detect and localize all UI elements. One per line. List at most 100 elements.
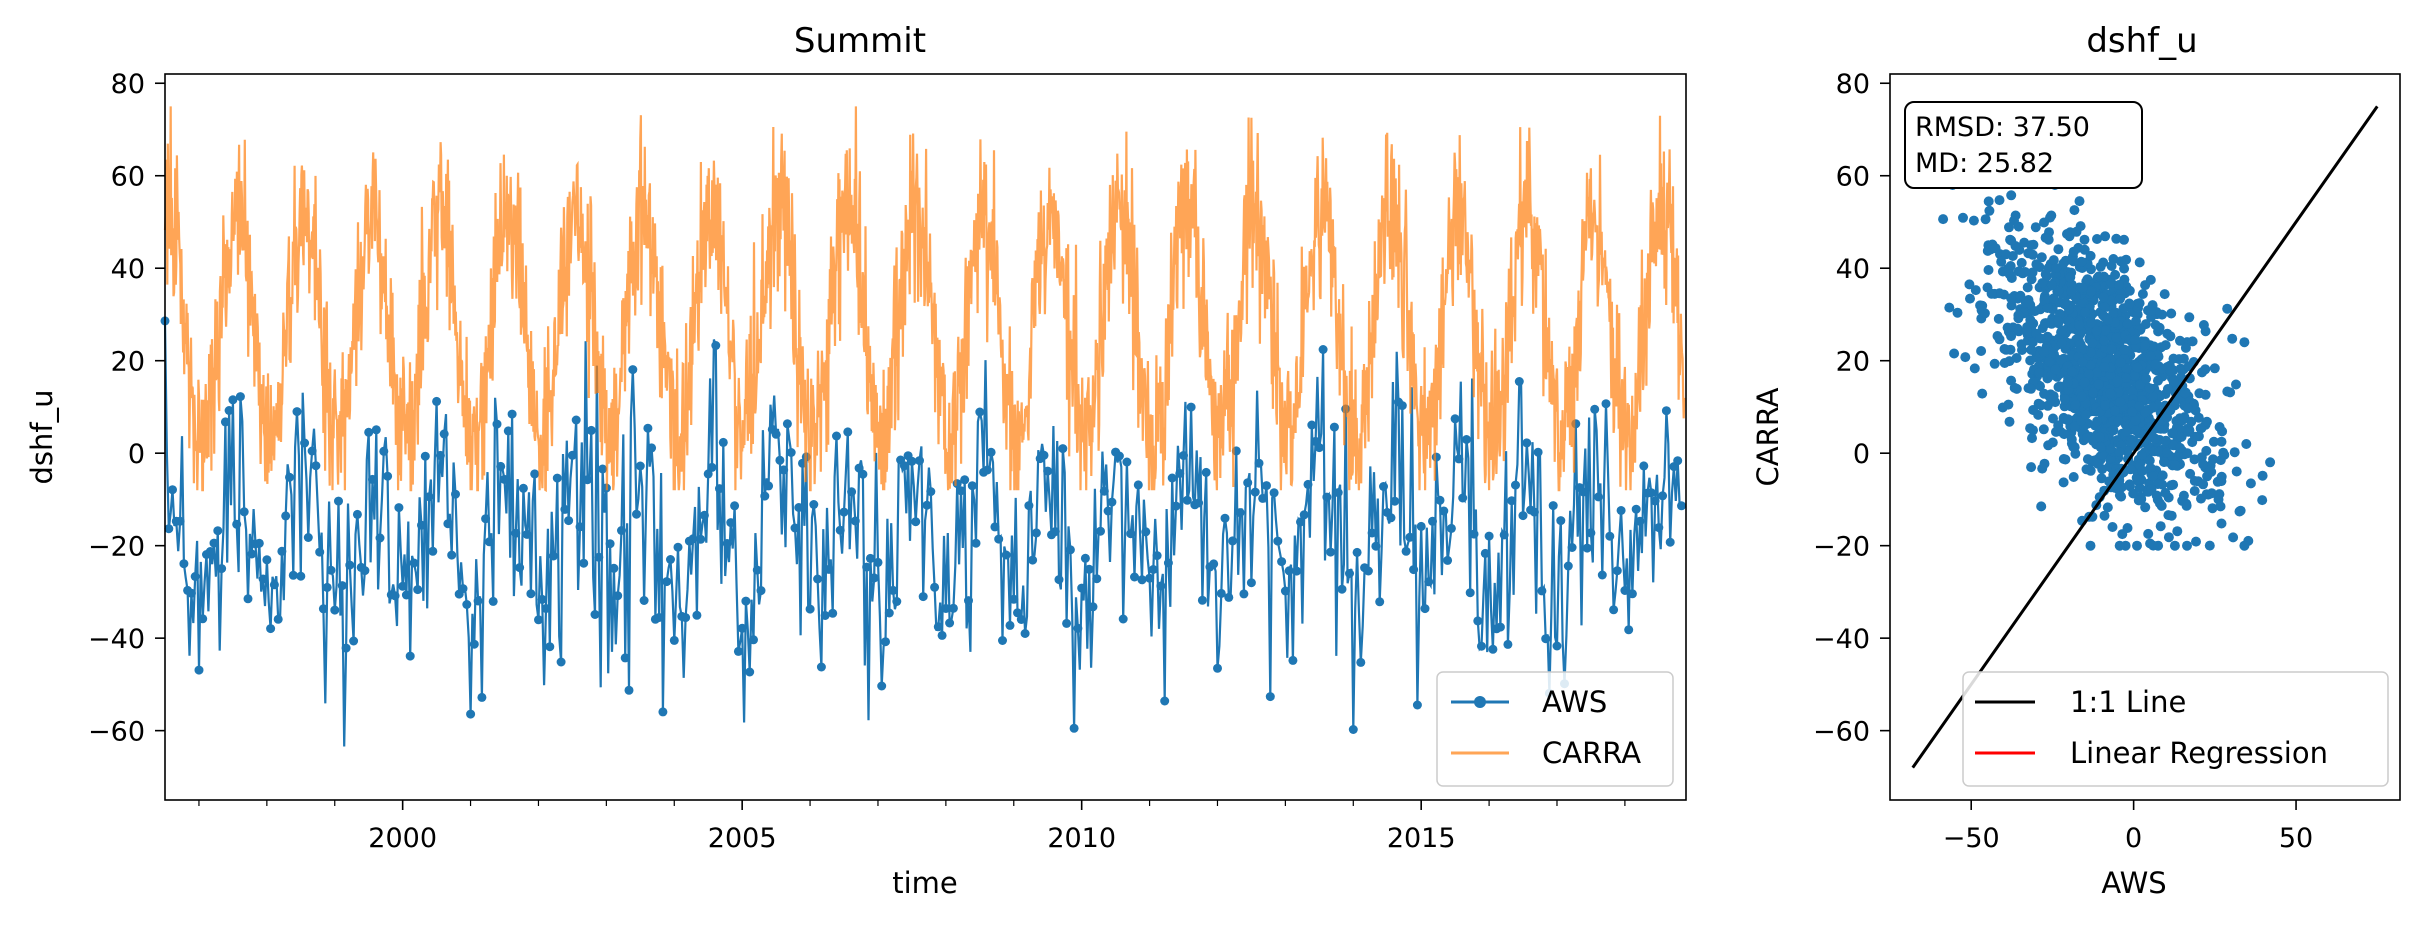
scatter-point bbox=[1979, 308, 1990, 319]
aws-point bbox=[1379, 482, 1388, 491]
scatter-point bbox=[2015, 290, 2026, 301]
scatter-point bbox=[2146, 305, 2156, 316]
aws-point bbox=[590, 610, 600, 619]
aws-point bbox=[168, 485, 177, 495]
scatter-point bbox=[1989, 358, 2000, 369]
aws-point bbox=[1594, 492, 1603, 502]
scatter-point bbox=[1986, 288, 1997, 299]
scatter-point bbox=[2168, 376, 2179, 387]
scatter-point bbox=[2027, 249, 2038, 260]
aws-point bbox=[311, 461, 321, 471]
aws-point bbox=[628, 365, 638, 375]
aws-point bbox=[843, 427, 853, 437]
scatter-point bbox=[1949, 348, 1960, 359]
aws-point bbox=[847, 487, 857, 497]
scatter-point bbox=[2080, 307, 2091, 318]
aws-point bbox=[1609, 605, 1619, 615]
aws-point bbox=[948, 603, 958, 613]
scatter-point bbox=[2099, 510, 2110, 521]
aws-point bbox=[1556, 516, 1566, 526]
scatter-point bbox=[2105, 443, 2116, 454]
aws-point bbox=[1262, 481, 1271, 491]
aws-point bbox=[850, 516, 860, 526]
scatter-point bbox=[2079, 377, 2090, 388]
aws-point bbox=[1624, 625, 1634, 635]
left-legend: AWS CARRA bbox=[1436, 671, 1674, 787]
aws-point bbox=[345, 560, 355, 570]
aws-point bbox=[285, 472, 294, 482]
aws-point bbox=[1220, 513, 1230, 523]
scatter-point bbox=[2071, 226, 2082, 237]
scatter-point bbox=[1938, 214, 1949, 225]
aws-point bbox=[432, 396, 442, 406]
aws-point bbox=[1412, 700, 1422, 710]
scatter-point bbox=[2145, 351, 2156, 361]
scatter-point bbox=[2093, 379, 2104, 390]
scatter-point bbox=[2088, 387, 2099, 398]
scatter-point bbox=[2160, 487, 2171, 498]
aws-point bbox=[639, 596, 649, 605]
aws-point bbox=[462, 600, 472, 609]
scatter-point bbox=[1984, 205, 1995, 216]
scatter-point bbox=[2095, 442, 2106, 453]
scatter-point bbox=[2241, 439, 2252, 449]
scatter-point bbox=[2026, 344, 2037, 355]
left-y-tick-label: 0 bbox=[128, 439, 145, 470]
scatter-point bbox=[2152, 349, 2163, 360]
scatter-point bbox=[1952, 307, 1963, 318]
aws-point bbox=[296, 571, 306, 581]
aws-point bbox=[643, 423, 653, 433]
aws-point bbox=[1322, 492, 1332, 502]
aws-point bbox=[1333, 488, 1343, 498]
scatter-point bbox=[2066, 286, 2077, 297]
aws-point bbox=[220, 417, 230, 427]
right-x-tick-label: 0 bbox=[2125, 823, 2142, 854]
aws-point bbox=[1092, 574, 1102, 584]
right-x-tick-label: −50 bbox=[1943, 823, 2000, 854]
aws-point bbox=[1435, 495, 1445, 505]
scatter-point bbox=[1965, 293, 1975, 304]
scatter-point bbox=[2016, 257, 2027, 268]
scatter-point bbox=[2099, 335, 2110, 346]
aws-point bbox=[458, 584, 468, 594]
scatter-point bbox=[2028, 405, 2039, 415]
left-y-tick-label: −40 bbox=[88, 624, 145, 655]
left-chart-title: Summit bbox=[794, 21, 926, 61]
aws-point bbox=[1069, 723, 1079, 733]
left-x-axis-label: time bbox=[892, 866, 958, 900]
aws-point bbox=[575, 522, 585, 532]
aws-point bbox=[1175, 468, 1185, 478]
scatter-point bbox=[2163, 510, 2174, 521]
aws-point bbox=[1114, 451, 1124, 461]
aws-point bbox=[1318, 345, 1328, 354]
time-series-plot-area bbox=[160, 106, 1686, 747]
aws-point bbox=[1194, 498, 1204, 508]
scatter-point bbox=[2040, 318, 2050, 329]
scatter-point bbox=[2053, 285, 2064, 296]
scatter-point bbox=[2001, 344, 2012, 355]
scatter-plot-area bbox=[1911, 105, 2379, 769]
aws-point bbox=[1122, 457, 1132, 467]
aws-point bbox=[1186, 402, 1196, 412]
scatter-point bbox=[2066, 434, 2077, 445]
aws-point bbox=[224, 406, 234, 415]
scatter-point bbox=[2156, 342, 2167, 353]
scatter-point bbox=[2081, 464, 2092, 475]
aws-point bbox=[681, 613, 691, 623]
aws-point bbox=[888, 585, 898, 595]
aws-point bbox=[398, 581, 408, 591]
aws-point bbox=[594, 552, 604, 562]
scatter-point bbox=[2053, 382, 2064, 392]
scatter-point bbox=[2048, 255, 2059, 266]
scatter-point bbox=[2059, 299, 2070, 310]
scatter-point bbox=[2044, 356, 2055, 367]
aws-point bbox=[1511, 480, 1520, 490]
scatter-point bbox=[2166, 480, 2177, 491]
right-y-tick-label: 40 bbox=[1836, 254, 1870, 285]
left-y-tick-label: 80 bbox=[111, 69, 145, 100]
aws-point bbox=[315, 547, 325, 557]
scatter-point bbox=[2037, 278, 2048, 289]
scatter-point bbox=[2062, 377, 2073, 388]
aws-point bbox=[447, 550, 457, 560]
aws-point bbox=[1235, 508, 1245, 518]
